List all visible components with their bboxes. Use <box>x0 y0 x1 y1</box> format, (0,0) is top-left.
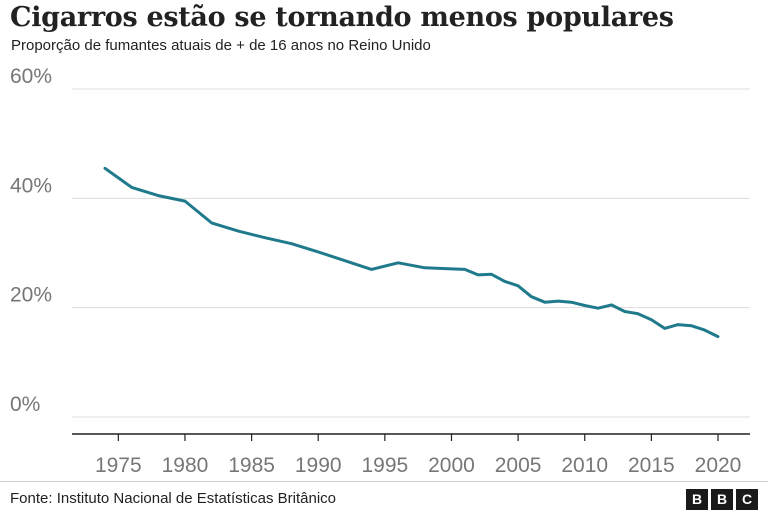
x-tick-label: 2020 <box>695 454 742 477</box>
series-line <box>103 166 720 339</box>
series-group <box>103 166 720 339</box>
chart-subtitle: Proporção de fumantes atuais de + de 16 … <box>11 37 431 54</box>
y-axis-ticks: 0% 20% 40% 60% <box>10 65 52 416</box>
chart-title: Cigarros estão se tornando menos popular… <box>10 2 674 33</box>
gridlines <box>72 88 750 418</box>
x-tick-label: 1985 <box>228 454 275 477</box>
x-tick-label: 2000 <box>428 454 475 477</box>
x-axis: 1975 1980 1985 1990 1995 2000 2005 2010 2015 2020 <box>72 433 750 477</box>
x-tick-label: 2015 <box>628 454 675 477</box>
source-note: Fonte: Instituto Nacional de Estatística… <box>10 490 336 507</box>
y-tick-label: 60% <box>10 65 52 88</box>
x-tick-label: 1975 <box>95 454 142 477</box>
x-tick-label: 1990 <box>295 454 342 477</box>
y-tick-label: 0% <box>10 393 40 416</box>
y-tick-label: 20% <box>10 284 52 307</box>
logo-letter: B <box>686 489 708 510</box>
logo-letter: B <box>711 489 733 510</box>
x-tick-label: 2010 <box>561 454 608 477</box>
logo-letter: C <box>736 489 758 510</box>
bbc-logo: B B C <box>686 489 758 510</box>
x-tick-label: 1980 <box>162 454 209 477</box>
y-tick-label: 40% <box>10 174 52 197</box>
line-chart: 0% 20% 40% 60% 1975 1980 1985 1990 1995 2000 2005… <box>10 65 750 477</box>
footer-divider <box>0 481 768 482</box>
x-tick-label: 1995 <box>361 454 408 477</box>
x-tick-label: 2005 <box>495 454 542 477</box>
